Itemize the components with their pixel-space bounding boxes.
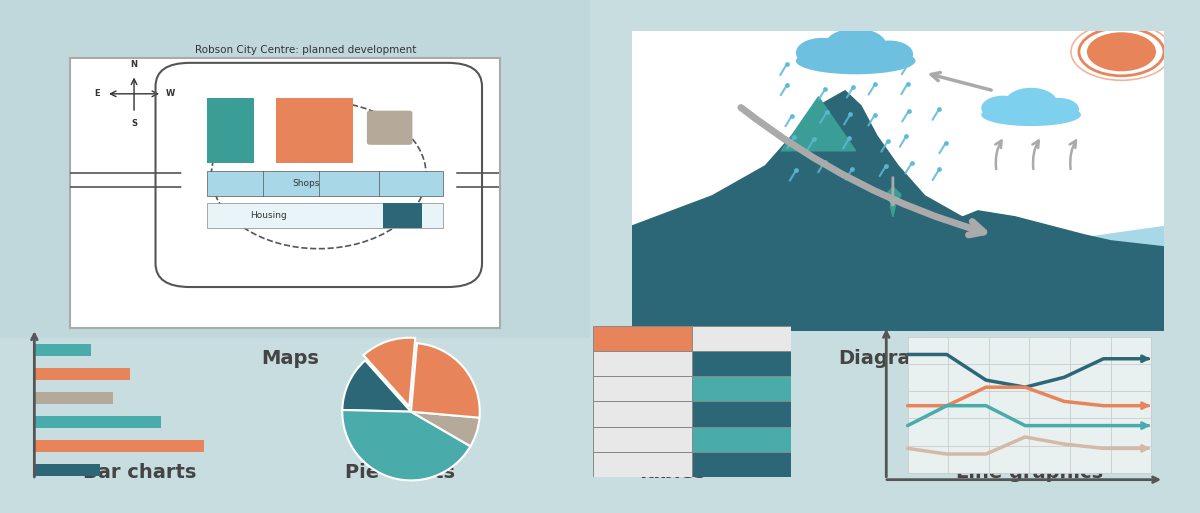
Text: W: W bbox=[166, 89, 175, 98]
Circle shape bbox=[796, 38, 848, 68]
Bar bbox=[691, 376, 791, 401]
Polygon shape bbox=[925, 226, 1164, 331]
Text: Shops: Shops bbox=[292, 179, 319, 188]
Text: S: S bbox=[131, 119, 137, 128]
Bar bbox=[691, 452, 791, 477]
Circle shape bbox=[865, 41, 913, 68]
Bar bbox=[593, 351, 691, 376]
Polygon shape bbox=[884, 187, 901, 205]
Bar bbox=[208, 203, 443, 228]
Bar bbox=[691, 351, 791, 376]
Circle shape bbox=[1087, 32, 1156, 71]
Bar bbox=[593, 401, 691, 427]
Text: Diagrams: Diagrams bbox=[838, 348, 942, 367]
Circle shape bbox=[982, 96, 1025, 121]
Polygon shape bbox=[890, 205, 895, 217]
Bar bbox=[35, 464, 100, 477]
Bar bbox=[35, 368, 130, 380]
Text: Bar charts: Bar charts bbox=[83, 464, 197, 483]
Text: Line graphics: Line graphics bbox=[956, 464, 1104, 483]
FancyBboxPatch shape bbox=[367, 111, 413, 145]
Bar bbox=[0, 0, 590, 338]
Text: Housing: Housing bbox=[250, 211, 287, 220]
Bar bbox=[35, 440, 204, 452]
Bar bbox=[254, 98, 276, 163]
Wedge shape bbox=[410, 411, 480, 446]
Circle shape bbox=[1039, 98, 1079, 121]
Bar bbox=[593, 427, 691, 452]
Bar bbox=[590, 0, 1200, 338]
Wedge shape bbox=[342, 410, 470, 480]
Bar bbox=[35, 392, 113, 404]
Circle shape bbox=[824, 28, 887, 64]
Wedge shape bbox=[342, 361, 410, 411]
Text: Pie charts: Pie charts bbox=[346, 464, 455, 483]
Polygon shape bbox=[925, 211, 1164, 331]
Bar bbox=[0, 338, 1200, 513]
Text: E: E bbox=[95, 89, 101, 98]
Bar bbox=[35, 344, 91, 356]
Bar bbox=[383, 203, 422, 228]
Text: N: N bbox=[131, 60, 138, 69]
Bar bbox=[593, 452, 691, 477]
Polygon shape bbox=[632, 91, 1164, 331]
Bar bbox=[35, 416, 161, 428]
FancyBboxPatch shape bbox=[181, 81, 456, 269]
Bar bbox=[691, 427, 791, 452]
Bar bbox=[907, 338, 1151, 472]
Bar bbox=[691, 401, 791, 427]
Polygon shape bbox=[781, 97, 856, 151]
Bar bbox=[208, 98, 254, 163]
Bar bbox=[593, 326, 691, 351]
Wedge shape bbox=[364, 338, 415, 406]
Ellipse shape bbox=[982, 104, 1081, 126]
Bar bbox=[691, 326, 791, 351]
Text: Tables: Tables bbox=[637, 464, 707, 483]
FancyBboxPatch shape bbox=[70, 58, 500, 328]
Bar bbox=[276, 98, 353, 163]
Circle shape bbox=[1006, 88, 1057, 117]
Text: Maps: Maps bbox=[262, 348, 319, 367]
Text: Robson City Centre: planned development: Robson City Centre: planned development bbox=[196, 45, 416, 55]
Bar bbox=[208, 170, 443, 195]
Bar bbox=[593, 376, 691, 401]
Wedge shape bbox=[410, 343, 480, 418]
Ellipse shape bbox=[796, 47, 916, 74]
